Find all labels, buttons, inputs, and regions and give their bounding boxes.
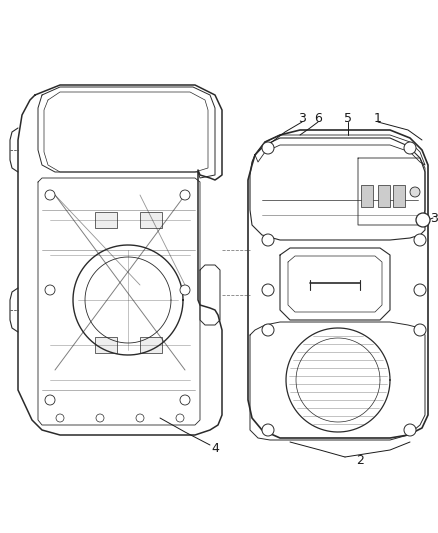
Text: 6: 6 — [314, 111, 322, 125]
Circle shape — [262, 424, 274, 436]
Circle shape — [404, 142, 416, 154]
Circle shape — [180, 395, 190, 405]
Bar — [393, 185, 405, 207]
Circle shape — [404, 424, 416, 436]
Text: 4: 4 — [211, 441, 219, 455]
Bar — [140, 212, 162, 228]
Circle shape — [45, 190, 55, 200]
Text: 5: 5 — [344, 111, 352, 125]
Bar — [95, 212, 117, 228]
Circle shape — [136, 414, 144, 422]
Circle shape — [180, 190, 190, 200]
Circle shape — [416, 213, 430, 227]
Text: 3: 3 — [298, 111, 306, 125]
Circle shape — [56, 414, 64, 422]
Bar — [361, 185, 373, 207]
Text: 3: 3 — [430, 212, 438, 224]
Circle shape — [262, 284, 274, 296]
Bar — [140, 337, 162, 353]
Circle shape — [414, 324, 426, 336]
Circle shape — [410, 187, 420, 197]
Circle shape — [180, 285, 190, 295]
Bar — [378, 185, 390, 207]
Circle shape — [176, 414, 184, 422]
Text: 1: 1 — [374, 111, 382, 125]
Circle shape — [414, 234, 426, 246]
Bar — [95, 337, 117, 353]
Circle shape — [45, 285, 55, 295]
Text: 2: 2 — [356, 454, 364, 466]
Circle shape — [262, 324, 274, 336]
Circle shape — [262, 142, 274, 154]
Circle shape — [96, 414, 104, 422]
Circle shape — [262, 234, 274, 246]
Circle shape — [45, 395, 55, 405]
Circle shape — [414, 284, 426, 296]
